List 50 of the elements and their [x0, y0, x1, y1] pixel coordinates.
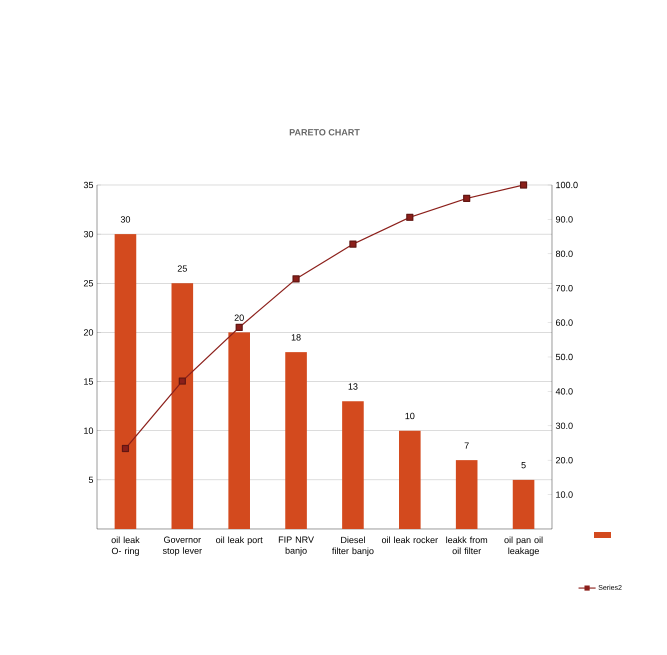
y2-tick-label: 40.0	[556, 388, 573, 395]
bar	[285, 352, 307, 529]
bar	[342, 401, 364, 529]
y2-tick-label: 10.0	[556, 491, 573, 498]
x-tick-label: Governor stop lever	[162, 536, 202, 556]
y-tick-label: 35	[84, 182, 94, 188]
point	[178, 377, 186, 385]
point	[349, 240, 357, 248]
y2-tick-label: 80.0	[556, 250, 573, 257]
y-tick-label: 25	[84, 280, 94, 286]
point	[122, 444, 130, 452]
bar	[512, 480, 534, 529]
data-label: 10	[405, 412, 414, 420]
point	[520, 181, 528, 189]
point	[406, 214, 414, 221]
y2-tick-label: 30.0	[556, 422, 573, 429]
bar	[399, 430, 421, 529]
bar	[114, 234, 136, 529]
bar	[456, 460, 478, 529]
data-label: 5	[521, 462, 526, 468]
data-label: 13	[348, 383, 358, 390]
data-label: 7	[464, 442, 469, 449]
y2-tick-label: 60.0	[556, 319, 573, 326]
data-label: 25	[178, 265, 187, 272]
x-tick-label: oil leak rocker	[382, 536, 438, 544]
y2-tick-label: 50.0	[556, 354, 573, 360]
data-label: 18	[292, 334, 301, 341]
x-tick-label: oil pan oil leakage	[504, 536, 542, 556]
x-tick-label: oil leak port	[216, 536, 263, 545]
x-tick-label: oil leak O- ring	[112, 536, 140, 556]
point	[463, 194, 470, 202]
y-tick-label: 20	[84, 329, 94, 336]
x-tick-label: FIP NRV banjo	[278, 536, 314, 556]
y-tick-label: 10	[84, 428, 94, 434]
point	[236, 324, 243, 332]
y-tick-label: 15	[84, 378, 94, 385]
x-tick-label: leakk from oil filter	[446, 536, 488, 554]
bar	[228, 332, 250, 529]
y2-tick-label: 70.0	[556, 285, 573, 292]
x-tick-label: Diesel filter banjo	[332, 536, 374, 556]
bar	[172, 283, 194, 529]
point	[292, 275, 300, 283]
y-tick-label: 5	[88, 476, 94, 483]
data-label: 30	[120, 216, 130, 223]
chart-title: PARETO CHART	[290, 129, 360, 136]
data-label: 20	[234, 314, 244, 321]
y2-tick-label: 20.0	[556, 457, 573, 464]
y2-tick-label: 100.0	[556, 182, 578, 188]
y-tick-label: 30	[84, 230, 94, 238]
y2-tick-label: 90.0	[556, 216, 573, 223]
